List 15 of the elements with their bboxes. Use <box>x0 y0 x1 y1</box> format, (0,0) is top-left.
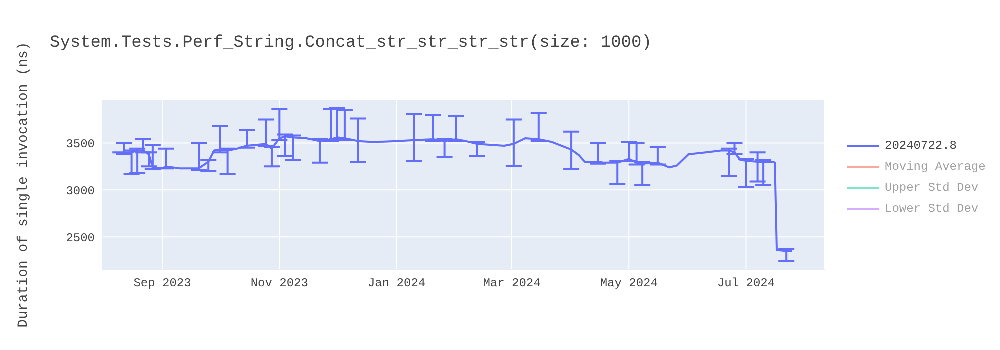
legend-label: 20240722.8 <box>885 138 958 152</box>
x-tick-label: Jul 2024 <box>717 276 776 291</box>
legend-label: Upper Std Dev <box>885 180 979 194</box>
y-axis-title: Duration of single invocation (ns) <box>16 42 32 328</box>
y-tick-label: 2500 <box>66 231 95 246</box>
x-tick-label: May 2024 <box>600 276 658 291</box>
x-tick-label: Nov 2023 <box>250 276 308 291</box>
y-tick-label: 3500 <box>66 137 95 152</box>
legend-label: Lower Std Dev <box>885 202 979 216</box>
x-tick-label: Sep 2023 <box>134 276 192 291</box>
y-tick-label: 3000 <box>66 184 95 198</box>
legend-label: Moving Average <box>885 160 986 174</box>
x-tick-label: Mar 2024 <box>483 276 541 291</box>
chart-title: System.Tests.Perf_String.Concat_str_str_str_str(size: 1000) <box>50 34 652 53</box>
x-tick-label: Jan 2024 <box>368 276 426 291</box>
